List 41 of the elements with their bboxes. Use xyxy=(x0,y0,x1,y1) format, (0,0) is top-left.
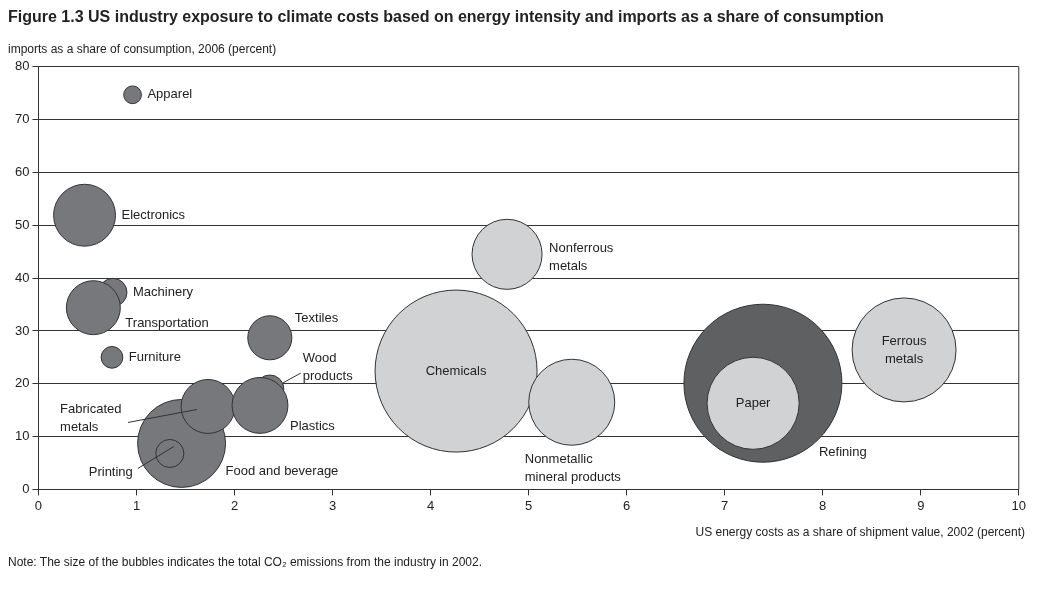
series-label: Food and beverage xyxy=(225,463,339,479)
series-label: Paper xyxy=(735,394,772,410)
y-tick-label: 10 xyxy=(14,428,30,444)
x-tick-label: 0 xyxy=(34,497,43,513)
series-label: Plastics xyxy=(290,417,336,433)
y-axis-title: imports as a share of consumption, 2006 (percent) xyxy=(8,42,278,56)
y-tick-label: 80 xyxy=(14,58,30,74)
series-label: Chemicals xyxy=(425,362,487,378)
series-label: Nonferrous metals xyxy=(549,239,614,273)
y-tick-label: 70 xyxy=(14,111,30,127)
y-tick-label: 50 xyxy=(14,216,30,232)
series-label: Transportation xyxy=(125,315,209,331)
series-label: Furniture xyxy=(128,348,181,364)
x-tick-label: 9 xyxy=(917,497,925,513)
x-tick-label: 7 xyxy=(721,497,729,513)
series-label: Printing xyxy=(88,464,133,480)
x-tick-label: 2 xyxy=(230,497,239,513)
y-tick-label: 30 xyxy=(14,322,30,338)
chart-title: Figure 1.3 US industry exposure to climate costs based on energy intensity and imports as a share of consumption xyxy=(8,8,885,26)
y-tick-label: 40 xyxy=(14,269,30,285)
series-label: Electronics xyxy=(121,206,186,222)
x-tick-label: 8 xyxy=(819,497,827,513)
series-label: Wood products xyxy=(302,349,354,383)
x-tick-label: 4 xyxy=(426,497,435,513)
series-label: Textiles xyxy=(294,310,339,326)
text: Note: The size of the bubbles indicates the total CO₂ emissions from the industry in 2002. xyxy=(8,555,484,569)
x-tick-label: 5 xyxy=(525,497,533,513)
y-tick-label: 0 xyxy=(22,480,30,496)
series-label: Refining xyxy=(818,443,867,459)
series-label: Ferrous metals xyxy=(881,332,927,366)
x-tick-label: 10 xyxy=(1011,497,1026,513)
y-tick-label: 60 xyxy=(14,164,30,180)
x-axis-title: US energy costs as a share of shipment value, 2002 (percent) xyxy=(694,525,1026,539)
series-label: Nonmetallic mineral products xyxy=(524,450,622,484)
series-label: Apparel xyxy=(147,86,193,102)
x-tick-label: 3 xyxy=(328,497,337,513)
series-label: Machinery xyxy=(132,283,194,299)
text: Fabricated metals xyxy=(60,401,122,435)
y-tick-label: 20 xyxy=(14,375,30,391)
x-tick-label: 6 xyxy=(623,497,631,513)
x-tick-label: 1 xyxy=(132,497,141,513)
